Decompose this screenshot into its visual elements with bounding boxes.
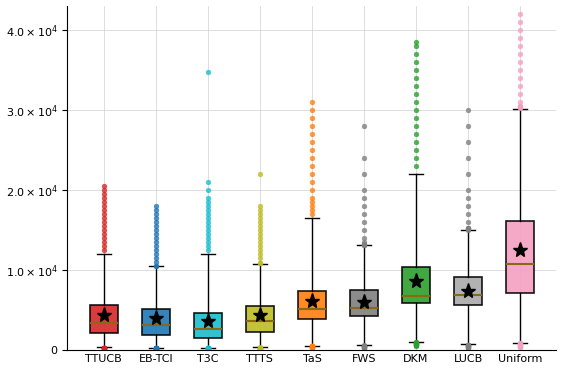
PathPatch shape <box>193 313 222 338</box>
PathPatch shape <box>142 309 170 335</box>
PathPatch shape <box>350 290 378 316</box>
PathPatch shape <box>89 305 118 333</box>
PathPatch shape <box>246 306 274 332</box>
PathPatch shape <box>454 278 482 306</box>
PathPatch shape <box>298 291 327 319</box>
PathPatch shape <box>506 221 534 293</box>
PathPatch shape <box>402 268 430 303</box>
